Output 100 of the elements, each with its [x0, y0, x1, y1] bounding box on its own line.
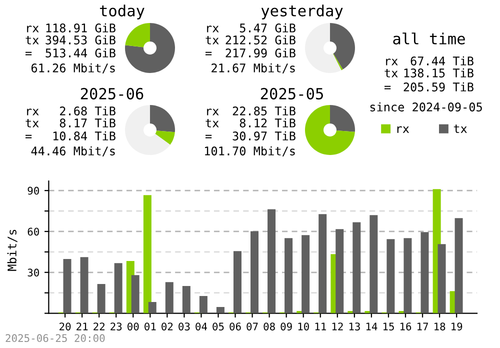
- text: rx: [207, 108, 219, 116]
- chart-title: 2025-05: [260, 88, 323, 100]
- x-tick-label: 22: [94, 322, 104, 330]
- text: =: [26, 134, 32, 138]
- text: since 2024-09-05: [370, 102, 482, 112]
- legend-label: rx: [397, 126, 410, 133]
- x-tick-label: 16: [400, 322, 412, 330]
- x-tick-label: 06: [230, 322, 241, 330]
- text: 212.52 GiB: [226, 35, 296, 44]
- donut-slice: [125, 105, 170, 155]
- text: rx: [207, 26, 219, 32]
- bar: [438, 244, 446, 314]
- bar: [114, 263, 122, 314]
- donut-slice: [305, 23, 342, 73]
- text: 10.84 TiB: [53, 131, 116, 140]
- text: 8.12 TiB: [240, 118, 296, 128]
- text: 21.67 Mbit/s: [212, 63, 295, 74]
- bar: [131, 275, 140, 314]
- donut-slice: [330, 23, 355, 70]
- text: 8.17 TiB: [60, 118, 116, 128]
- x-tick-label: 19: [452, 322, 462, 330]
- x-tick-label: 08: [264, 322, 275, 330]
- x-tick-label: 13: [349, 322, 360, 330]
- chart-title: yesterday: [261, 4, 343, 20]
- bar: [80, 257, 88, 314]
- x-tick-label: 11: [315, 322, 326, 330]
- text: 5.47 GiB: [240, 23, 296, 32]
- text: =: [206, 52, 212, 56]
- text: 138.15 TiB: [404, 68, 474, 78]
- x-tick-label: 15: [383, 322, 394, 330]
- text: tx: [26, 119, 39, 128]
- x-tick-label: 02: [162, 322, 173, 330]
- x-tick-label: 03: [178, 322, 190, 330]
- bar: [454, 218, 463, 314]
- bar: [284, 238, 293, 314]
- x-tick-label: 23: [110, 322, 122, 330]
- x-tick-label: 21: [76, 322, 88, 330]
- text: 118.91 GiB: [46, 23, 116, 32]
- donut-slice: [125, 23, 175, 73]
- x-tick-label: 05: [212, 322, 224, 330]
- x-tick-label: 10: [298, 322, 309, 330]
- x-tick-label: 04: [196, 322, 207, 330]
- text: =: [206, 134, 212, 138]
- chart-title: today: [100, 4, 144, 20]
- chart-title: 2025-06: [80, 88, 144, 100]
- x-tick-label: 00: [128, 322, 139, 330]
- x-tick-label: 18: [434, 322, 446, 330]
- donut-slice: [330, 105, 355, 132]
- text: 67.44 TiB: [410, 56, 474, 66]
- bar: [420, 232, 429, 314]
- x-tick-label: 09: [280, 322, 292, 330]
- text: tx: [206, 36, 219, 44]
- x-tick-label: 20: [60, 322, 71, 330]
- bar: [233, 251, 242, 314]
- bar: [148, 302, 156, 314]
- legend-label: tx: [454, 124, 467, 133]
- text: 22.85 TiB: [232, 106, 296, 116]
- text: 205.59 TiB: [404, 82, 474, 92]
- donut-slice: [332, 54, 343, 70]
- text: rx: [27, 26, 39, 32]
- text: 394.53 GiB: [46, 35, 116, 44]
- donut-slice: [155, 130, 175, 145]
- bar: [97, 284, 106, 314]
- donut-slice: [150, 105, 175, 132]
- bar: [182, 286, 190, 314]
- text: 101.70 Mbit/s: [205, 146, 295, 156]
- y-axis-title: Mbit/s: [7, 230, 18, 271]
- bar: [404, 238, 412, 314]
- text: tx: [206, 119, 219, 128]
- bar: [336, 229, 344, 314]
- x-tick-label: 07: [246, 322, 258, 330]
- bar: [250, 231, 259, 314]
- y-tick-label: 90: [28, 186, 39, 195]
- bar: [199, 296, 208, 314]
- x-tick-label: 17: [418, 322, 428, 330]
- x-tick-label: 12: [332, 322, 343, 330]
- text: tx: [384, 69, 398, 78]
- text: 2025-06-25 20:00: [6, 334, 105, 342]
- bar: [302, 235, 310, 314]
- bar: [216, 307, 224, 314]
- text: =: [384, 86, 391, 90]
- text: all time: [393, 32, 465, 44]
- bar: [386, 239, 395, 314]
- y-tick-label: 30: [28, 268, 39, 277]
- bar: [370, 215, 378, 314]
- text: rx: [386, 58, 398, 66]
- text: =: [26, 52, 32, 56]
- bar: [63, 259, 72, 314]
- text: 61.26 Mbit/s: [31, 63, 115, 74]
- text: 513.44 GiB: [46, 48, 116, 58]
- text: tx: [26, 36, 39, 44]
- bar: [268, 209, 276, 314]
- text: 30.97 TiB: [232, 131, 296, 140]
- bar: [352, 222, 361, 314]
- y-tick-label: 60: [28, 228, 39, 236]
- text: rx: [27, 108, 39, 116]
- donut-slice: [305, 105, 355, 155]
- x-tick-label: 01: [144, 322, 156, 330]
- donut-slice: [125, 23, 150, 48]
- bar: [165, 282, 174, 314]
